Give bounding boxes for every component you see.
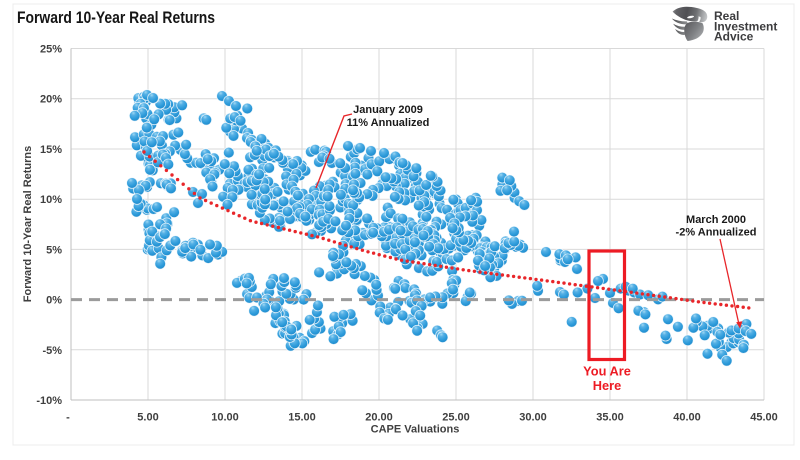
svg-text:-2% Annualized: -2% Annualized [676, 227, 757, 239]
svg-text:15.00: 15.00 [288, 412, 316, 424]
svg-text:15%: 15% [40, 144, 62, 156]
svg-text:5.00: 5.00 [137, 412, 158, 424]
svg-text:Here: Here [593, 378, 621, 393]
svg-text:11% Annualized: 11% Annualized [347, 117, 430, 129]
svg-text:25.00: 25.00 [442, 412, 470, 424]
svg-text:40.00: 40.00 [673, 412, 701, 424]
svg-text:10.00: 10.00 [211, 412, 239, 424]
svg-text:You Are: You Are [583, 363, 631, 378]
svg-text:30.00: 30.00 [519, 412, 547, 424]
svg-text:Real: Real [714, 9, 739, 23]
svg-text:10%: 10% [40, 194, 62, 206]
svg-text:-5%: -5% [42, 345, 62, 357]
svg-text:35.00: 35.00 [596, 412, 624, 424]
svg-text:-10%: -10% [36, 395, 62, 407]
svg-text:Forward 10-Year Real Returns: Forward 10-Year Real Returns [17, 8, 215, 27]
svg-text:Advice: Advice [714, 30, 754, 44]
svg-text:0%: 0% [46, 295, 62, 307]
svg-text:5%: 5% [46, 244, 62, 256]
svg-text:20.00: 20.00 [365, 412, 393, 424]
svg-text:-: - [66, 412, 70, 424]
svg-text:20%: 20% [40, 94, 62, 106]
svg-text:March 2000: March 2000 [686, 214, 746, 226]
svg-text:45.00: 45.00 [750, 412, 778, 424]
svg-text:Forward 10-Year Real Returns: Forward 10-Year Real Returns [22, 146, 34, 303]
svg-text:Investment: Investment [714, 19, 777, 33]
svg-text:CAPE Valuations: CAPE Valuations [371, 424, 460, 436]
svg-text:January 2009: January 2009 [353, 104, 423, 116]
svg-text:25%: 25% [40, 44, 62, 56]
